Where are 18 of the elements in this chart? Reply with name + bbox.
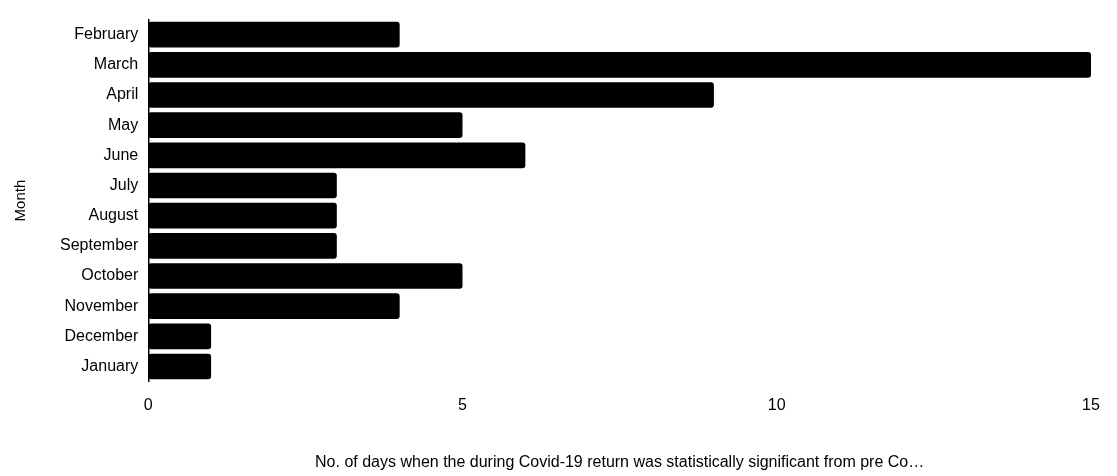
x-tick-label: 5 [458, 395, 468, 413]
y-tick-label: October [81, 266, 139, 284]
y-tick-label: July [109, 175, 139, 193]
y-tick-label: May [108, 115, 139, 133]
y-tick-label: April [106, 85, 139, 103]
y-tick-label: January [81, 356, 139, 374]
y-tick-label: December [64, 326, 139, 344]
y-tick-label: June [103, 145, 139, 163]
y-tick-label: September [60, 236, 139, 254]
y-tick-label: March [93, 55, 139, 73]
x-tick-label: 0 [143, 395, 153, 413]
x-tick-label: 10 [767, 395, 786, 413]
x-axis-title: No. of days when the during Covid-19 return was statistically significant from pre Co… [315, 452, 925, 470]
y-tick-label: November [64, 296, 139, 314]
y-axis-title: Month [11, 179, 29, 222]
x-tick-label: 15 [1082, 395, 1100, 413]
y-tick-label: February [74, 25, 139, 43]
y-tick-label: August [88, 206, 139, 224]
